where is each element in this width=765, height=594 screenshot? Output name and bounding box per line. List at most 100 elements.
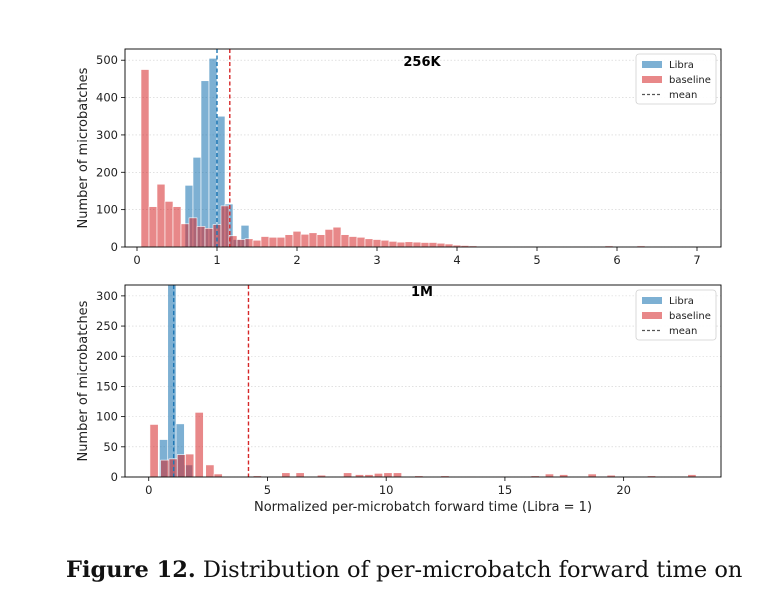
bar-baseline (332, 226, 342, 248)
bar-baseline (383, 472, 393, 478)
bar-baseline (220, 205, 230, 248)
y-axis-label-1m: Number of microbatches (76, 300, 91, 461)
bar-baseline (172, 206, 182, 248)
bar-baseline (396, 241, 406, 248)
y-tick-label: 100 (96, 410, 118, 424)
bar-baseline (180, 223, 190, 248)
y-tick-label: 400 (96, 91, 118, 105)
bar-baseline (140, 69, 150, 248)
legend-label-mean-1m: mean (669, 326, 697, 337)
axes-frame-256k (124, 48, 722, 248)
y-tick-label: 250 (96, 319, 118, 333)
bar-baseline (380, 239, 390, 248)
bar-baseline (149, 424, 159, 478)
chart-1m: 0 5 10 15 20 0 50 100 150 200 250 300 1M Number of… (76, 284, 722, 515)
bar-baseline (544, 473, 554, 478)
grid-1m (125, 295, 721, 478)
bar-baseline (260, 236, 270, 248)
legend-label-libra-256k: Libra (669, 60, 694, 71)
chart-256k: 0 1 2 3 4 5 6 7 0 100 200 300 400 500 256K Number of… (76, 48, 722, 267)
bar-baseline (204, 228, 214, 248)
x-tick-label: 10 (379, 483, 394, 497)
x-tick-label: 5 (264, 483, 271, 497)
bar-baseline (300, 233, 310, 248)
bar-baseline (281, 472, 291, 478)
bar-baseline (340, 234, 350, 248)
y-tick-label: 300 (96, 128, 118, 142)
legend-swatch-libra-256k (642, 61, 662, 68)
y-tick-label: 100 (96, 203, 118, 217)
mean-lines-256k (216, 49, 231, 247)
bar-libra (200, 80, 210, 248)
x-tick-label: 6 (613, 253, 620, 267)
bar-baseline (164, 201, 174, 248)
bar-baseline (292, 231, 302, 248)
bar-baseline (420, 242, 430, 248)
x-tick-label: 1 (213, 253, 220, 267)
bar-baseline (194, 412, 204, 478)
bar-baseline (295, 472, 305, 478)
bar-baseline (276, 236, 286, 248)
y-tick-label: 0 (111, 240, 118, 254)
bar-baseline (156, 183, 166, 248)
bar-baseline (374, 473, 383, 478)
legend-swatch-baseline-256k (642, 76, 662, 83)
y-ticks-256k: 0 100 200 300 400 500 (96, 53, 125, 254)
axes-frame-1m (124, 284, 722, 478)
figure-caption: Figure 12. Distribution of per-microbatc… (66, 557, 756, 583)
x-ticks-256k: 0 1 2 3 4 5 6 7 (133, 247, 701, 267)
x-tick-label: 0 (145, 483, 152, 497)
bar-baseline (324, 229, 334, 248)
legend-1m: Libra baseline mean (635, 289, 717, 341)
bar-baseline (404, 241, 414, 248)
bar-libra (167, 284, 177, 478)
y-tick-label: 150 (96, 379, 118, 393)
bar-baseline (412, 241, 422, 248)
bar-baseline (148, 206, 158, 248)
legend-label-baseline-256k: baseline (669, 75, 711, 86)
legend-label-baseline-1m: baseline (669, 311, 711, 322)
x-tick-label: 7 (693, 253, 700, 267)
legend-label-mean-256k: mean (669, 90, 697, 101)
bar-baseline (185, 453, 195, 478)
bar-baseline (343, 472, 353, 478)
bar-baseline (268, 236, 278, 248)
bars-1m (149, 284, 697, 478)
x-ticks-1m: 0 5 10 15 20 (145, 477, 631, 497)
y-axis-label-256k: Number of microbatches (76, 67, 91, 228)
bar-baseline (364, 238, 374, 248)
x-tick-label: 5 (533, 253, 540, 267)
bar-baseline (176, 454, 186, 478)
bar-baseline (205, 464, 215, 478)
bar-baseline (244, 238, 254, 248)
bar-baseline (316, 234, 326, 248)
bar-baseline (388, 241, 398, 248)
bar-baseline (284, 234, 294, 248)
bar-baseline (372, 239, 382, 248)
x-tick-label: 4 (453, 253, 460, 267)
bar-baseline (436, 242, 446, 248)
bar-baseline (236, 239, 246, 248)
y-tick-label: 50 (103, 440, 118, 454)
legend-swatch-baseline-1m (642, 312, 662, 319)
mean-lines-1m (172, 285, 250, 477)
x-tick-label: 20 (616, 483, 631, 497)
bar-baseline (213, 473, 223, 478)
x-tick-label: 0 (133, 253, 140, 267)
bar-baseline (587, 473, 597, 478)
figure-caption-label: Figure 12. (66, 557, 196, 583)
chart-title-256k: 256K (403, 55, 441, 70)
x-tick-label: 3 (373, 253, 380, 267)
bar-libra (208, 58, 218, 248)
bar-baseline (393, 472, 402, 478)
bar-baseline (196, 226, 206, 248)
figure-caption-text: Distribution of per-microbatch forward t… (202, 557, 743, 583)
bars-256k (140, 58, 662, 248)
y-tick-label: 300 (96, 289, 118, 303)
bar-baseline (356, 236, 366, 248)
x-axis-label: Normalized per-microbatch forward time (… (254, 500, 592, 515)
legend-swatch-libra-1m (642, 297, 662, 304)
bar-baseline (348, 236, 358, 248)
x-tick-label: 15 (498, 483, 513, 497)
